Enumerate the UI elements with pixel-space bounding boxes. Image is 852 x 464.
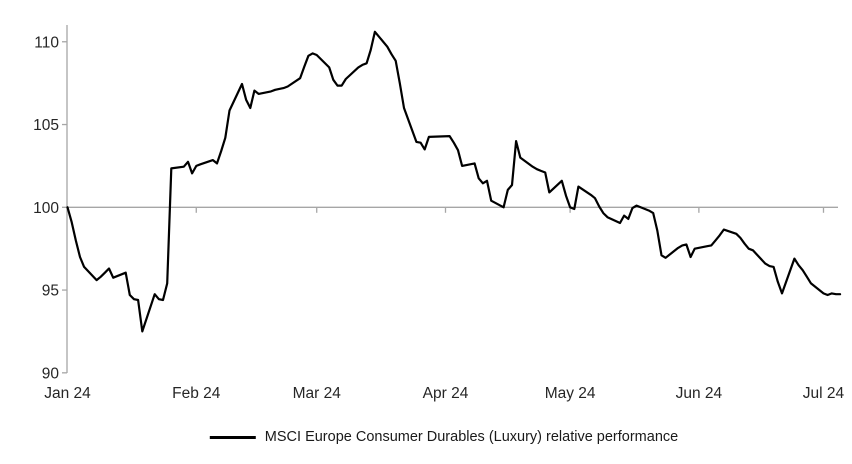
y-tick-label: 110 (34, 34, 59, 51)
y-tick-label: 95 (42, 283, 59, 300)
legend-series-label: MSCI Europe Consumer Durables (Luxury) r… (264, 429, 679, 445)
x-tick-label: May 24 (545, 385, 596, 402)
x-tick-label: Apr 24 (423, 385, 469, 402)
y-tick-label: 100 (33, 200, 59, 217)
legend-line-swatch (209, 435, 256, 439)
x-tick-label: Mar 24 (293, 385, 342, 402)
x-tick-label: Jun 24 (676, 385, 723, 402)
x-tick-label: Jul 24 (803, 385, 845, 402)
x-tick-label: Jan 24 (44, 385, 91, 402)
series-line (66, 30, 842, 333)
y-tick-label: 90 (42, 365, 60, 382)
legend: MSCI Europe Consumer Durables (Luxury) r… (209, 429, 679, 445)
y-tick-label: 105 (33, 117, 59, 134)
x-tick-label: Feb 24 (172, 385, 221, 402)
